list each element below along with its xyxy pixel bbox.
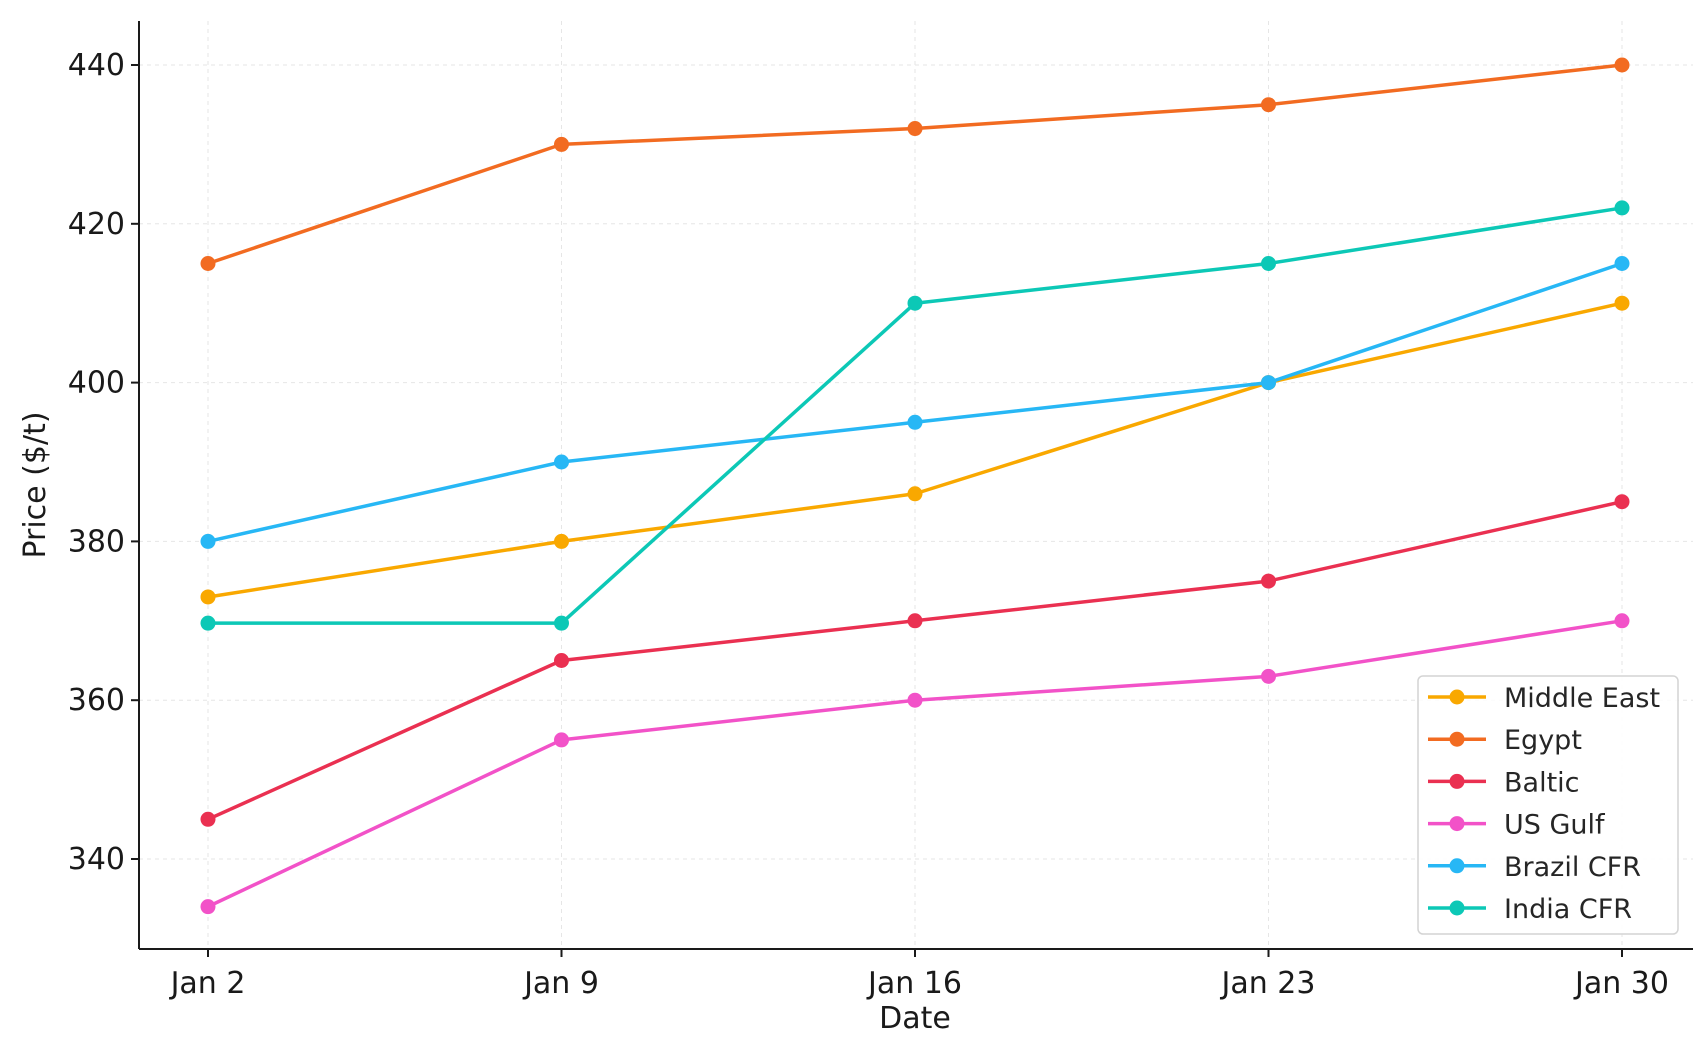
legend-item: Brazil CFR (1428, 852, 1641, 883)
legend-label: Middle East (1504, 683, 1660, 714)
series-india-cfr (200, 200, 1630, 631)
data-point (907, 486, 923, 502)
x-tick-label: Jan 2 (169, 966, 246, 1001)
data-point (1261, 97, 1276, 113)
series-brazil-cfr (200, 256, 1630, 549)
x-tick-label: Jan 16 (866, 966, 962, 1001)
data-point (554, 454, 569, 470)
data-point (1614, 613, 1630, 629)
series (200, 57, 1630, 915)
legend-marker (1449, 900, 1465, 916)
x-axis-title: Date (879, 1001, 951, 1036)
legend-marker (1449, 689, 1465, 705)
series-us-gulf (200, 613, 1630, 915)
legend: Middle East Egypt Baltic US Gulf Brazil CFR I… (1417, 675, 1679, 935)
series-egypt (200, 57, 1630, 271)
data-point (907, 295, 923, 311)
legend-label: India CFR (1504, 894, 1632, 925)
data-point (554, 533, 569, 549)
data-point (200, 589, 216, 605)
y-axis-title: Price ($/t) (18, 411, 53, 558)
data-point (200, 899, 216, 915)
data-point (1614, 200, 1630, 216)
y-tick-label: 440 (68, 48, 125, 83)
legend-marker (1449, 816, 1465, 832)
legend-label: Brazil CFR (1504, 852, 1641, 883)
data-point (1614, 494, 1630, 510)
legend-item: Baltic (1428, 767, 1580, 798)
data-point (1261, 256, 1276, 271)
data-point (907, 692, 923, 708)
series-baltic (200, 494, 1630, 827)
legend-item: India CFR (1428, 894, 1632, 925)
data-point (1614, 256, 1630, 271)
legend-marker (1449, 858, 1465, 874)
y-tick-label: 360 (68, 683, 125, 718)
x-tick-label: Jan 9 (522, 966, 599, 1001)
legend-label: US Gulf (1504, 810, 1606, 841)
data-point (907, 613, 923, 629)
legend-label: Egypt (1504, 725, 1582, 756)
data-point (200, 615, 216, 631)
legend-marker (1449, 731, 1465, 747)
data-point (554, 732, 569, 748)
data-point (1261, 668, 1276, 684)
legend-marker (1449, 773, 1465, 789)
y-tick-label: 420 (68, 207, 125, 242)
data-point (907, 414, 923, 430)
legend-item: Egypt (1428, 725, 1582, 756)
ticks: 340 360 380 400 420 440 Jan 2 Jan 9 Jan 16 Jan 23… (68, 48, 1669, 1001)
x-tick-label: Jan 30 (1573, 966, 1669, 1001)
data-point (200, 811, 216, 827)
y-tick-label: 340 (68, 842, 125, 877)
data-point (200, 533, 216, 549)
data-point (1261, 375, 1276, 391)
data-point (1614, 57, 1630, 73)
y-tick-label: 400 (68, 366, 125, 401)
data-point (554, 653, 569, 668)
data-point (1261, 573, 1276, 589)
legend-item: US Gulf (1428, 810, 1606, 841)
data-point (554, 615, 569, 631)
data-point (907, 121, 923, 137)
legend-item: Middle East (1428, 683, 1660, 714)
data-point (200, 256, 216, 271)
data-point (554, 136, 569, 152)
y-tick-label: 380 (68, 524, 125, 559)
x-tick-label: Jan 23 (1220, 966, 1316, 1001)
data-point (1614, 295, 1630, 311)
legend-label: Baltic (1504, 767, 1580, 798)
